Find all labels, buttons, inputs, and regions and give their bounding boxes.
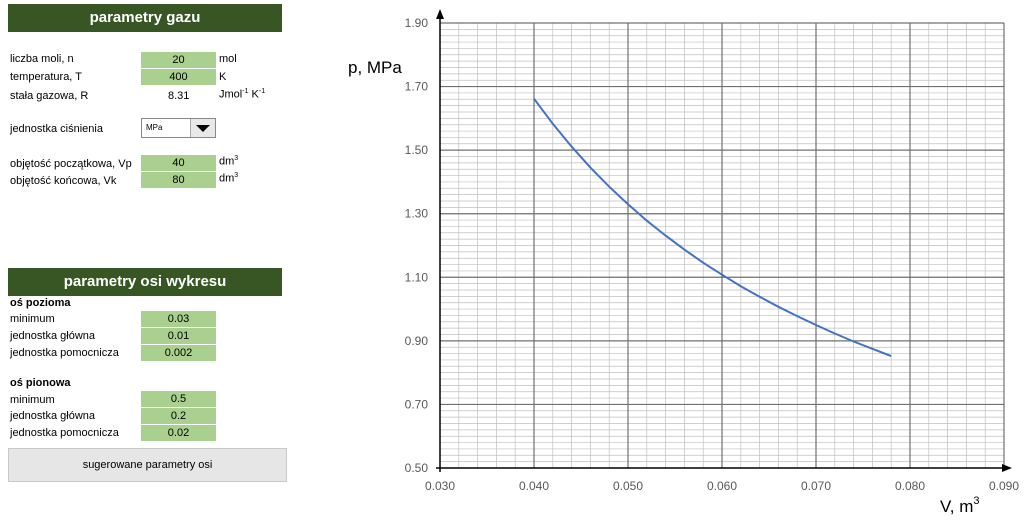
axis-params-header: parametry osi wykresu (8, 268, 282, 296)
h-minor-input[interactable]: 0.002 (141, 345, 216, 361)
pressure-unit-label: jednostka ciśnienia (10, 123, 103, 135)
y-tick-label: 0.90 (405, 334, 429, 348)
v-start-input[interactable]: 40 (141, 155, 216, 171)
x-axis-label: V, m3 (940, 495, 980, 516)
v-major-input[interactable]: 0.2 (141, 408, 216, 424)
x-tick-labels: 0.030 0.040 0.050 0.060 0.070 0.080 0.090 (425, 479, 1019, 493)
x-tick-label: 0.080 (895, 479, 925, 493)
y-tick-label: 1.90 (405, 16, 429, 30)
x-tick-label: 0.060 (707, 479, 737, 493)
h-minimum-input[interactable]: 0.03 (141, 311, 216, 327)
gas-constant-unit: Jmol-1 K-1 (219, 88, 266, 101)
h-minimum-label: minimum (10, 313, 55, 325)
v-end-unit: dm3 (219, 172, 239, 185)
v-minimum-input[interactable]: 0.5 (141, 391, 216, 407)
axes (436, 9, 1012, 472)
y-axis-label: p, MPa (348, 58, 402, 77)
moles-unit: mol (219, 53, 237, 65)
gas-constant-label: stała gazowa, R (10, 90, 89, 102)
y-tick-label: 1.70 (405, 80, 429, 94)
x-tick-label: 0.040 (519, 479, 549, 493)
major-grid (440, 22, 1005, 468)
chevron-down-icon[interactable] (190, 119, 215, 137)
series-line (533, 98, 892, 358)
y-axis-arrow-icon (436, 9, 444, 19)
y-tick-label: 1.30 (405, 207, 429, 221)
h-major-label: jednostka główna (10, 330, 96, 342)
gas-constant-value: 8.31 (168, 90, 190, 102)
moles-input[interactable]: 20 (141, 52, 216, 68)
horizontal-axis-heading: oś pozioma (10, 297, 71, 309)
suggest-axis-params-button[interactable]: sugerowane parametry osi (8, 448, 287, 482)
h-major-input[interactable]: 0.01 (141, 328, 216, 344)
y-tick-label: 0.50 (405, 461, 429, 475)
y-tick-label: 0.70 (405, 397, 429, 411)
v-minor-label: jednostka pomocnicza (10, 427, 119, 439)
series-group (533, 98, 892, 358)
h-minor-label: jednostka pomocnicza (10, 347, 119, 359)
y-tick-label: 1.50 (405, 143, 429, 157)
v-start-unit: dm3 (219, 155, 239, 168)
x-axis-arrow-icon (1002, 464, 1012, 472)
v-minimum-label: minimum (10, 394, 55, 406)
temperature-unit: K (219, 71, 227, 83)
v-minor-input[interactable]: 0.02 (141, 425, 216, 441)
x-tick-label: 0.050 (613, 479, 643, 493)
v-start-label: objętość początkowa, Vp (10, 158, 132, 170)
x-tick-label: 0.070 (801, 479, 831, 493)
gas-params-header: parametry gazu (8, 4, 282, 32)
x-tick-label: 0.030 (425, 479, 455, 493)
v-major-label: jednostka główna (10, 410, 96, 422)
y-tick-labels: 0.50 0.70 0.90 1.10 1.30 1.50 1.70 1.90 (405, 16, 429, 475)
settings-panel: parametry gazu liczba moli, n 20 mol tem… (0, 0, 300, 520)
vertical-axis-heading: oś pionowa (10, 377, 71, 389)
moles-label: liczba moli, n (10, 53, 74, 65)
temperature-label: temperatura, T (10, 71, 82, 83)
pressure-unit-dropdown[interactable]: MPa (141, 118, 216, 138)
v-end-input[interactable]: 80 (141, 172, 216, 188)
v-end-label: objętość końcowa, Vk (10, 175, 117, 187)
y-tick-label: 1.10 (405, 270, 429, 284)
pressure-unit-value: MPa (146, 123, 163, 132)
x-tick-label: 0.090 (989, 479, 1019, 493)
temperature-input[interactable]: 400 (141, 69, 216, 85)
